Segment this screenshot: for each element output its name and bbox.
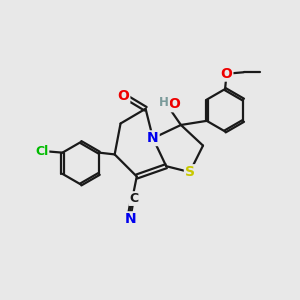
Text: N: N (147, 131, 159, 145)
Text: C: C (129, 192, 138, 205)
Text: S: S (185, 165, 195, 179)
Text: N: N (124, 212, 136, 226)
Text: O: O (168, 98, 180, 111)
Text: O: O (220, 67, 232, 81)
Text: H: H (159, 96, 169, 109)
Text: O: O (118, 88, 129, 103)
Text: Cl: Cl (35, 145, 49, 158)
